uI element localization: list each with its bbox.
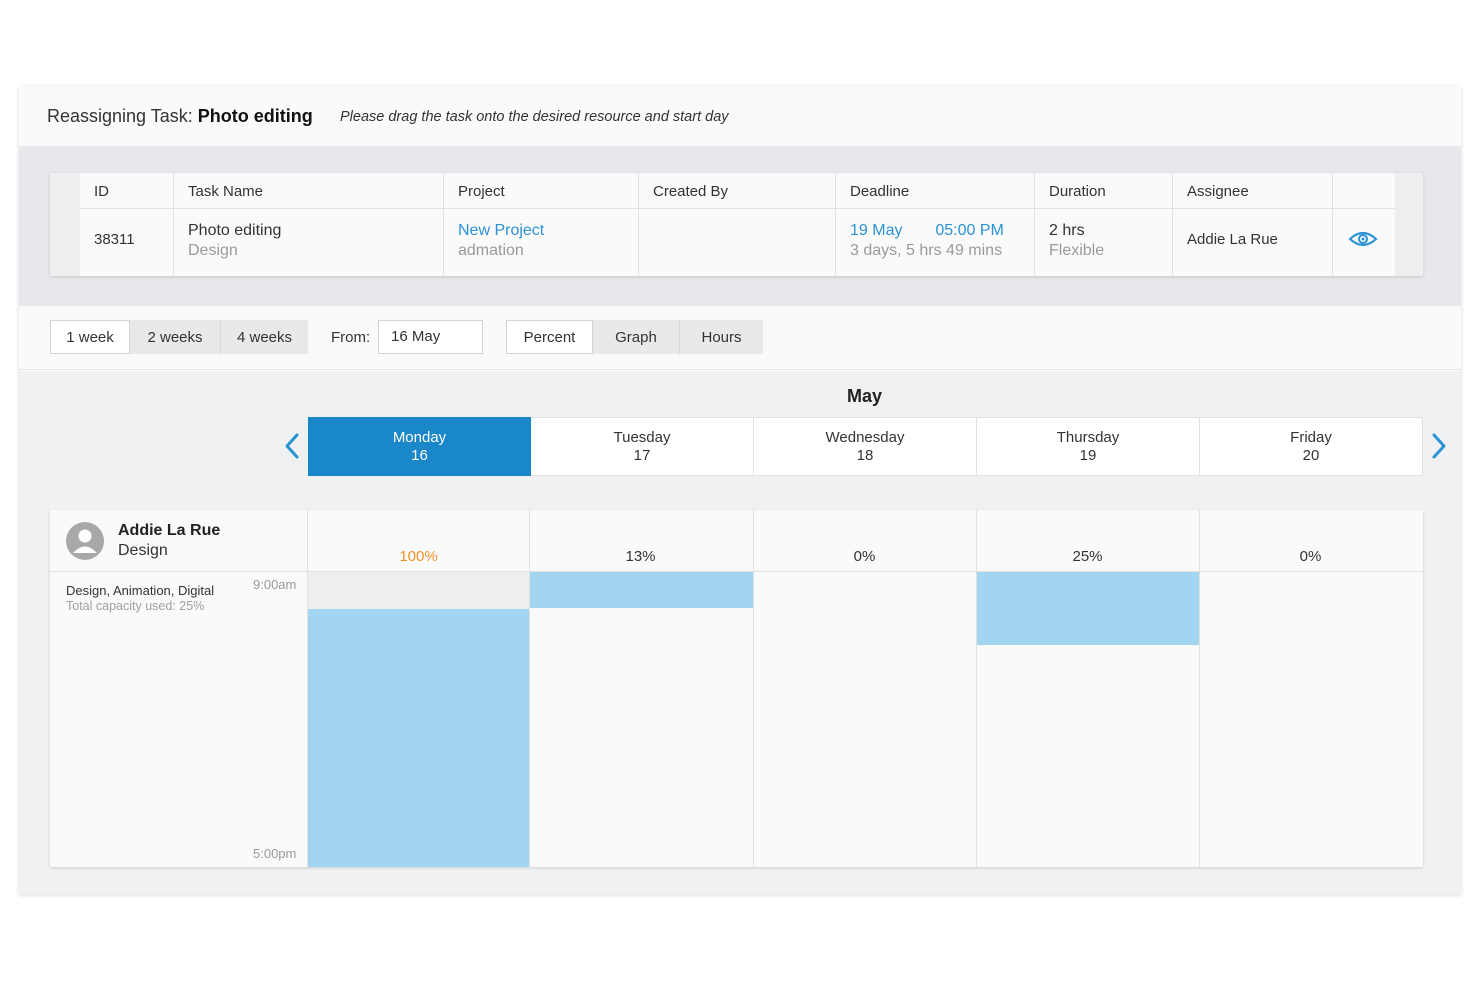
day-percent-monday: 100% <box>399 548 438 565</box>
col-id: ID 38311 <box>80 173 173 276</box>
day-name: Monday <box>392 428 447 446</box>
col-header-created-by: Created By <box>653 183 729 200</box>
day-date: 17 <box>633 446 651 464</box>
col-assignee: Assignee Addie La Rue <box>1172 173 1332 276</box>
view-graph-button[interactable]: Graph <box>593 320 680 354</box>
col-divider <box>976 510 977 867</box>
chevron-left-icon[interactable] <box>282 431 302 461</box>
view-hours-button[interactable]: Hours <box>680 320 763 354</box>
duration-type: Flexible <box>1049 242 1105 259</box>
table-header-divider <box>80 208 1395 209</box>
reassign-panel: Reassigning Task: Photo editing Please d… <box>19 86 1461 894</box>
day-name: Thursday <box>1056 428 1120 446</box>
from-label: From: <box>331 329 371 346</box>
deadline-time: 05:00 PM <box>935 222 1004 239</box>
day-percent-wednesday: 0% <box>853 548 876 565</box>
resource-row: Addie La Rue Design 100% 13% 0% 25% 0% D… <box>50 510 1423 867</box>
resource-name: Addie La Rue <box>118 522 221 539</box>
resource-role: Design <box>118 542 168 559</box>
avatar-icon <box>66 522 104 560</box>
day-tuesday[interactable]: Tuesday 17 <box>531 417 754 476</box>
range-2-weeks-button[interactable]: 2 weeks <box>130 320 221 354</box>
view-toggle: Percent Graph Hours <box>506 320 763 354</box>
booking-block-monday[interactable] <box>308 609 529 867</box>
day-header-row: Monday 16 Tuesday 17 Wednesday 18 Thursd… <box>308 417 1423 476</box>
task-id: 38311 <box>94 231 135 248</box>
day-percent-thursday: 25% <box>1072 548 1103 565</box>
day-date: 16 <box>411 446 428 464</box>
range-1-week-button[interactable]: 1 week <box>50 320 130 354</box>
col-divider <box>1199 510 1200 867</box>
reassign-header: Reassigning Task: Photo editing Please d… <box>19 86 1461 146</box>
drag-hint: Please drag the task onto the desired re… <box>340 109 729 125</box>
from-date-input[interactable]: 16 May <box>378 320 483 354</box>
table-left-strip <box>50 173 80 276</box>
col-project: Project New Project admation <box>443 173 638 276</box>
col-header-assignee: Assignee <box>1187 183 1249 200</box>
eye-icon[interactable] <box>1348 229 1378 249</box>
duration: 2 hrs <box>1049 222 1085 239</box>
col-header-deadline: Deadline <box>850 183 910 200</box>
col-duration: Duration 2 hrs Flexible <box>1034 173 1172 276</box>
day-name: Wednesday <box>825 428 905 446</box>
assignee: Addie La Rue <box>1187 231 1278 248</box>
col-header-project: Project <box>458 183 505 200</box>
deadline-remaining: 3 days, 5 hrs 49 mins <box>850 242 1003 259</box>
range-4-weeks-button[interactable]: 4 weeks <box>221 320 308 354</box>
col-deadline: Deadline 19 May 05:00 PM 3 days, 5 hrs 4… <box>835 173 1034 276</box>
table-right-strip <box>1395 173 1423 276</box>
day-name: Friday <box>1290 428 1332 446</box>
title-prefix: Reassigning Task: <box>47 106 193 126</box>
range-toggle: 1 week 2 weeks 4 weeks <box>50 320 308 354</box>
day-date: 20 <box>1302 446 1320 464</box>
task-type: Design <box>188 242 238 259</box>
day-friday[interactable]: Friday 20 <box>1200 417 1423 476</box>
col-created-by: Created By <box>638 173 835 276</box>
day-wednesday[interactable]: Wednesday 18 <box>754 417 977 476</box>
unavailable-block <box>308 572 529 609</box>
col-divider <box>753 510 754 867</box>
day-thursday[interactable]: Thursday 19 <box>977 417 1200 476</box>
day-date: 19 <box>1079 446 1097 464</box>
project-client: admation <box>458 242 524 259</box>
task-band: ID 38311 Task Name Photo editing Design … <box>19 146 1461 306</box>
day-percent-friday: 0% <box>1299 548 1322 565</box>
calendar: May Monday 16 Tuesday 17 Wednesday 18 Th… <box>19 371 1461 894</box>
calendar-controls: 1 week 2 weeks 4 weeks From: 16 May Perc… <box>19 306 1461 370</box>
page-title: Reassigning Task: Photo editing <box>47 106 313 127</box>
col-actions <box>1332 173 1395 276</box>
day-name: Tuesday <box>613 428 671 446</box>
col-task-name: Task Name Photo editing Design <box>173 173 443 276</box>
deadline: 19 May 05:00 PM <box>850 222 1004 240</box>
view-percent-button[interactable]: Percent <box>506 320 593 354</box>
day-date: 18 <box>856 446 874 464</box>
end-time-label: 5:00pm <box>253 846 297 861</box>
task-table: ID 38311 Task Name Photo editing Design … <box>50 173 1423 276</box>
month-label: May <box>847 386 883 406</box>
resource-header <box>50 510 1423 572</box>
col-divider <box>529 510 530 867</box>
title-task-name: Photo editing <box>197 106 313 126</box>
start-time-label: 9:00am <box>253 577 297 592</box>
col-divider <box>307 510 308 867</box>
deadline-date: 19 May <box>850 222 903 239</box>
col-header-task-name: Task Name <box>188 183 264 200</box>
day-percent-tuesday: 13% <box>625 548 656 565</box>
booking-block-thursday[interactable] <box>976 572 1199 645</box>
resource-skills: Design, Animation, Digital <box>66 583 215 598</box>
col-header-id: ID <box>94 183 109 200</box>
resource-capacity: Total capacity used: 25% <box>66 599 205 613</box>
chevron-right-icon[interactable] <box>1429 431 1449 461</box>
task-name: Photo editing <box>188 222 282 239</box>
col-header-duration: Duration <box>1049 183 1106 200</box>
day-monday[interactable]: Monday 16 <box>308 417 531 476</box>
project-link[interactable]: New Project <box>458 222 545 239</box>
booking-block-tuesday[interactable] <box>530 572 753 608</box>
